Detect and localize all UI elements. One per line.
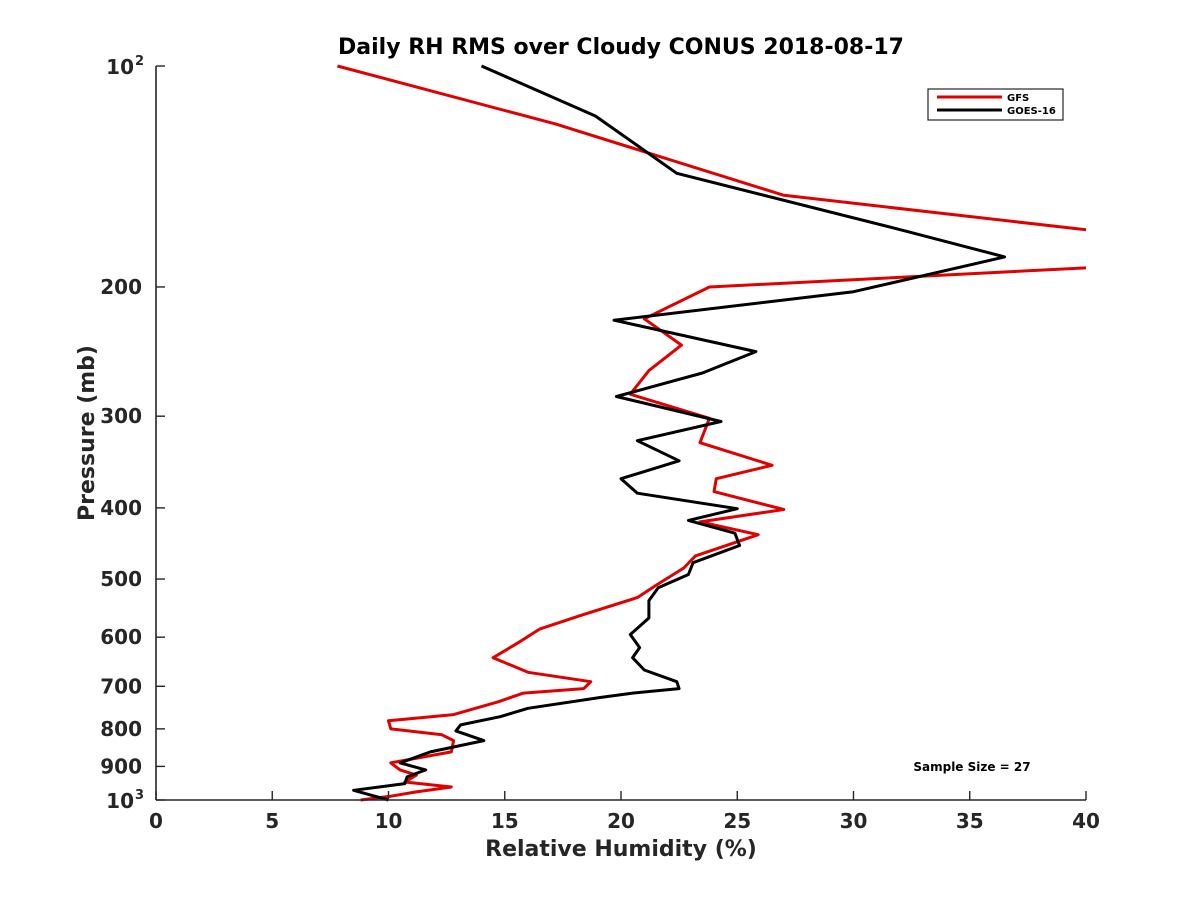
y-tick-label: 10 <box>106 789 134 813</box>
x-tick-label: 30 <box>840 809 868 833</box>
x-axis-title: Relative Humidity (%) <box>485 837 757 862</box>
y-tick-label: 10 <box>106 55 134 79</box>
x-tick-label: 40 <box>1072 809 1100 833</box>
legend: GFS GOES-16 <box>927 88 1064 121</box>
legend-label-gfs: GFS <box>1007 93 1029 104</box>
axes-layer <box>155 66 1086 801</box>
x-tick-label: 20 <box>607 809 635 833</box>
chart-title: Daily RH RMS over Cloudy CONUS 2018-08-1… <box>338 35 904 60</box>
y-tick-label: 500 <box>100 567 142 591</box>
x-tick-label: 10 <box>375 809 403 833</box>
y-tick-label: 800 <box>100 717 142 741</box>
series-layer <box>337 64 1086 802</box>
y-axis-title: Pressure (mb) <box>75 345 100 521</box>
x-tick-label: 35 <box>956 809 984 833</box>
legend-label-goes-16: GOES-16 <box>1007 106 1056 117</box>
series-line-goes-16 <box>352 64 1007 802</box>
y-tick-label: 700 <box>100 674 142 698</box>
legend-box <box>927 88 1064 121</box>
y-tick-exponent: 2 <box>135 54 144 69</box>
x-tick-label: 25 <box>723 809 751 833</box>
y-tick-label: 600 <box>100 625 142 649</box>
y-tick-label: 400 <box>100 496 142 520</box>
sample-size-annotation: Sample Size = 27 <box>913 760 1030 774</box>
y-tick-label: 900 <box>100 754 142 778</box>
x-tick-label: 15 <box>491 809 519 833</box>
series-line-gfs <box>337 64 1086 802</box>
y-tick-exponent: 3 <box>135 788 144 803</box>
x-tick-label: 0 <box>149 809 163 833</box>
y-tick-label: 200 <box>100 275 142 299</box>
y-tick-label: 300 <box>100 404 142 428</box>
x-tick-label: 5 <box>265 809 279 833</box>
